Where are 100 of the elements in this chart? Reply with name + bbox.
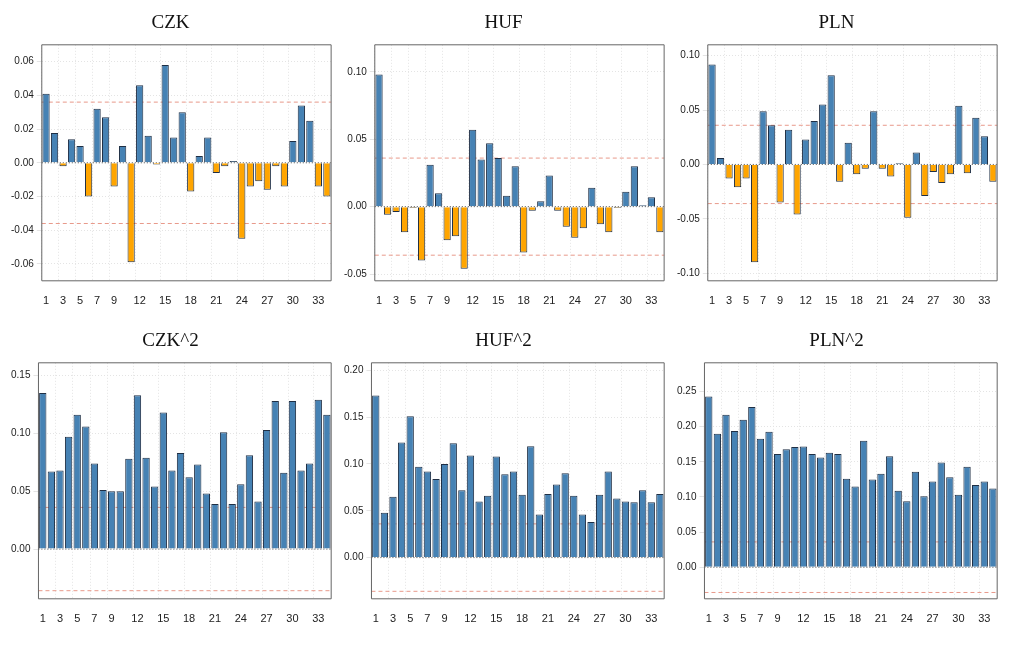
x-tick-label: 7 (427, 294, 434, 307)
x-tick-label: 27 (594, 294, 607, 307)
x-tick-label: 7 (91, 612, 98, 625)
x-tick-label: 27 (926, 612, 939, 625)
x-tick-label: 7 (760, 294, 767, 307)
x-tick-label: 12 (797, 612, 810, 625)
y-tick-label: 0.05 (680, 103, 701, 115)
y-tick-label: 0.15 (343, 410, 364, 422)
chart-title: PLN^2 (809, 329, 864, 351)
x-tick-label: 21 (210, 294, 223, 307)
x-tick-label: 5 (74, 612, 81, 625)
x-tick-label: 1 (708, 294, 716, 307)
y-tick-label: 0.02 (14, 122, 35, 134)
x-tick-label: 33 (312, 612, 325, 625)
y-tick-label: -0.10 (677, 266, 701, 278)
x-tick-label: 21 (541, 612, 555, 625)
x-tick-label: 27 (927, 294, 940, 307)
y-tick-label: -0.02 (11, 190, 35, 202)
x-tick-label: 24 (234, 612, 247, 625)
x-tick-label: 30 (952, 294, 965, 307)
x-tick-label: 15 (159, 294, 172, 307)
chart-title: CZK^2 (142, 329, 199, 351)
x-tick-label: 12 (799, 294, 812, 307)
x-tick-label: 3 (722, 612, 730, 625)
x-tick-label: 3 (726, 294, 733, 307)
y-tick-label: -0.05 (344, 267, 368, 279)
x-tick-label: 9 (111, 294, 118, 307)
y-tick-label: 0.10 (347, 65, 368, 77)
y-tick-label: 0.00 (347, 200, 368, 212)
x-tick-label: 1 (372, 612, 379, 625)
x-tick-label: 21 (876, 294, 889, 307)
x-tick-label: 27 (261, 294, 274, 307)
x-tick-label: 21 (543, 294, 556, 307)
x-tick-label: 33 (645, 294, 658, 307)
x-tick-label: 27 (593, 612, 606, 625)
y-tick-label: 0.10 (676, 490, 697, 502)
y-tick-label: 0.05 (676, 525, 697, 537)
x-tick-label: 24 (567, 612, 580, 625)
x-tick-label: 18 (184, 294, 197, 307)
x-tick-label: 12 (133, 294, 146, 307)
x-tick-label: 27 (260, 612, 273, 625)
x-tick-label: 7 (757, 612, 764, 625)
y-tick-label: 0.20 (676, 420, 697, 432)
chart-title: HUF (484, 11, 523, 33)
x-tick-label: 24 (901, 294, 914, 307)
x-tick-label: 1 (39, 612, 46, 625)
x-tick-label: 3 (60, 294, 67, 307)
x-tick-label: 21 (874, 612, 888, 625)
x-tick-label: 30 (952, 612, 965, 625)
y-tick-label: -0.06 (11, 257, 35, 269)
y-tick-label: -0.04 (11, 223, 35, 235)
y-tick-label: 0.00 (676, 560, 697, 572)
x-tick-label: 33 (645, 612, 658, 625)
x-tick-label: 7 (424, 612, 431, 625)
y-tick-label: -0.05 (677, 212, 701, 224)
x-tick-label: 18 (850, 294, 863, 307)
x-tick-label: 12 (131, 612, 144, 625)
y-tick-label: 0.00 (343, 551, 364, 563)
x-tick-label: 15 (823, 612, 836, 625)
x-tick-label: 5 (407, 612, 414, 625)
y-tick-label: 0.25 (676, 385, 697, 397)
x-tick-label: 18 (517, 294, 530, 307)
y-tick-label: 0.10 (10, 427, 31, 439)
y-tick-label: 0.10 (680, 49, 701, 61)
x-tick-label: 24 (235, 294, 248, 307)
y-tick-label: 0.05 (347, 132, 368, 144)
x-tick-label: 5 (77, 294, 84, 307)
x-tick-label: 33 (978, 612, 991, 625)
x-tick-label: 9 (444, 294, 451, 307)
x-tick-label: 18 (516, 612, 529, 625)
x-tick-label: 5 (410, 294, 417, 307)
x-tick-label: 3 (389, 612, 397, 625)
x-tick-label: 18 (849, 612, 862, 625)
x-tick-label: 30 (619, 612, 632, 625)
x-tick-label: 15 (825, 294, 838, 307)
x-tick-label: 30 (619, 294, 632, 307)
y-tick-label: 0.20 (343, 364, 364, 376)
x-tick-label: 24 (568, 294, 581, 307)
x-tick-label: 15 (157, 612, 170, 625)
x-tick-label: 30 (286, 612, 299, 625)
y-tick-label: 0.00 (10, 542, 31, 554)
x-tick-label: 9 (777, 294, 784, 307)
x-tick-label: 30 (286, 294, 299, 307)
x-tick-label: 12 (464, 612, 477, 625)
x-tick-label: 33 (312, 294, 325, 307)
x-tick-label: 1 (375, 294, 383, 307)
x-tick-label: 9 (774, 612, 781, 625)
y-tick-label: 0.06 (14, 55, 35, 67)
x-tick-label: 33 (978, 294, 991, 307)
y-tick-label: 0.05 (10, 484, 31, 496)
x-tick-label: 21 (208, 612, 222, 625)
chart-title: PLN (818, 11, 855, 33)
x-tick-label: 1 (42, 294, 50, 307)
y-tick-label: 0.10 (343, 457, 364, 469)
y-tick-label: 0.04 (14, 89, 35, 101)
y-tick-label: 0.15 (10, 369, 31, 381)
chart-title: CZK (151, 11, 190, 33)
x-tick-label: 24 (900, 612, 913, 625)
x-tick-label: 3 (393, 294, 400, 307)
x-tick-label: 18 (183, 612, 196, 625)
